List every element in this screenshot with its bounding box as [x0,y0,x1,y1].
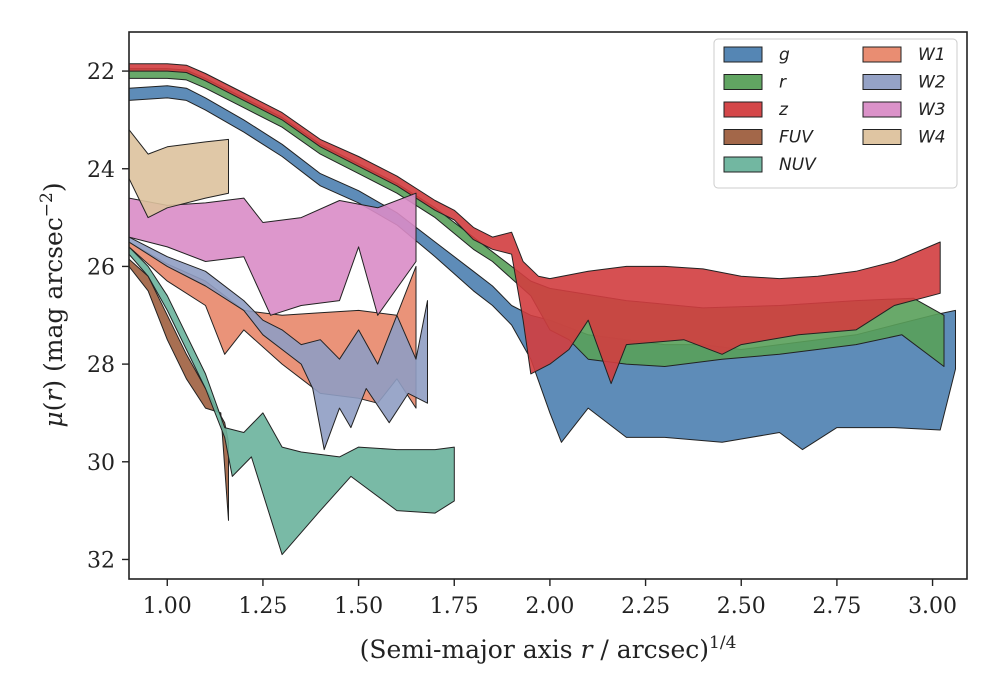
y-tick-label: 32 [87,548,115,573]
legend-swatch-fuv [723,129,763,145]
y-tick-label: 24 [87,158,115,183]
legend-label-fuv: FUV [779,128,814,148]
area-fuv [129,258,229,521]
legend-swatch-nuv [723,156,763,173]
x-axis-label: (Semi-major axis r / arcsec)1/4 [360,633,737,664]
y-tick-label: 26 [87,255,115,280]
y-tick-label: 30 [87,451,115,476]
x-tick-label: 2.00 [525,594,574,619]
legend-label-w3: W3 [918,100,946,120]
x-axis: 1.00 1.25 1.50 1.75 2.00 2.25 2.50 2.75 3.00 [143,579,957,619]
legend-swatch-w1 [862,46,902,63]
area-z [129,63,941,385]
legend-swatch-w3 [862,101,902,118]
legend-label-w1: W1 [918,45,946,65]
y-axis: 22 24 26 28 30 32 [87,60,129,573]
x-tick-label: 2.50 [717,594,766,619]
legend-label-r: r [779,73,787,93]
y-tick-label: 22 [87,60,115,85]
x-tick-label: 1.00 [143,594,192,619]
legend-swatch-g [723,46,763,63]
area-w2 [129,236,428,451]
x-tick-label: 1.75 [430,594,479,619]
x-tick-label: 1.50 [334,594,383,619]
area-w4 [129,129,229,219]
legend-swatch-w4 [862,129,902,145]
legend-label-nuv: NUV [779,155,817,175]
legend-swatch-z [723,101,763,118]
area-w3 [129,192,417,316]
profile-areas [129,63,956,556]
y-tick-label: 28 [87,353,115,378]
x-tick-label: 1.25 [238,594,287,619]
legend-swatch-w2 [862,74,902,90]
y-axis-label: μ(r) (mag arcsec−2) [37,182,68,427]
plot-frame [128,31,968,580]
legend-label-g: g [779,45,790,65]
x-tick-label: 2.25 [621,594,670,619]
x-tick-label: 2.75 [812,594,861,619]
x-tick-label: 3.00 [908,594,957,619]
legend-label-w2: W2 [918,73,946,93]
legend-label-z: z [778,100,789,120]
legend: grz FUV NUV W1 W2 W3 W4 [713,38,958,189]
legend-swatch-r [723,74,763,90]
area-nuv [129,246,455,556]
legend-label-w4: W4 [918,128,946,148]
